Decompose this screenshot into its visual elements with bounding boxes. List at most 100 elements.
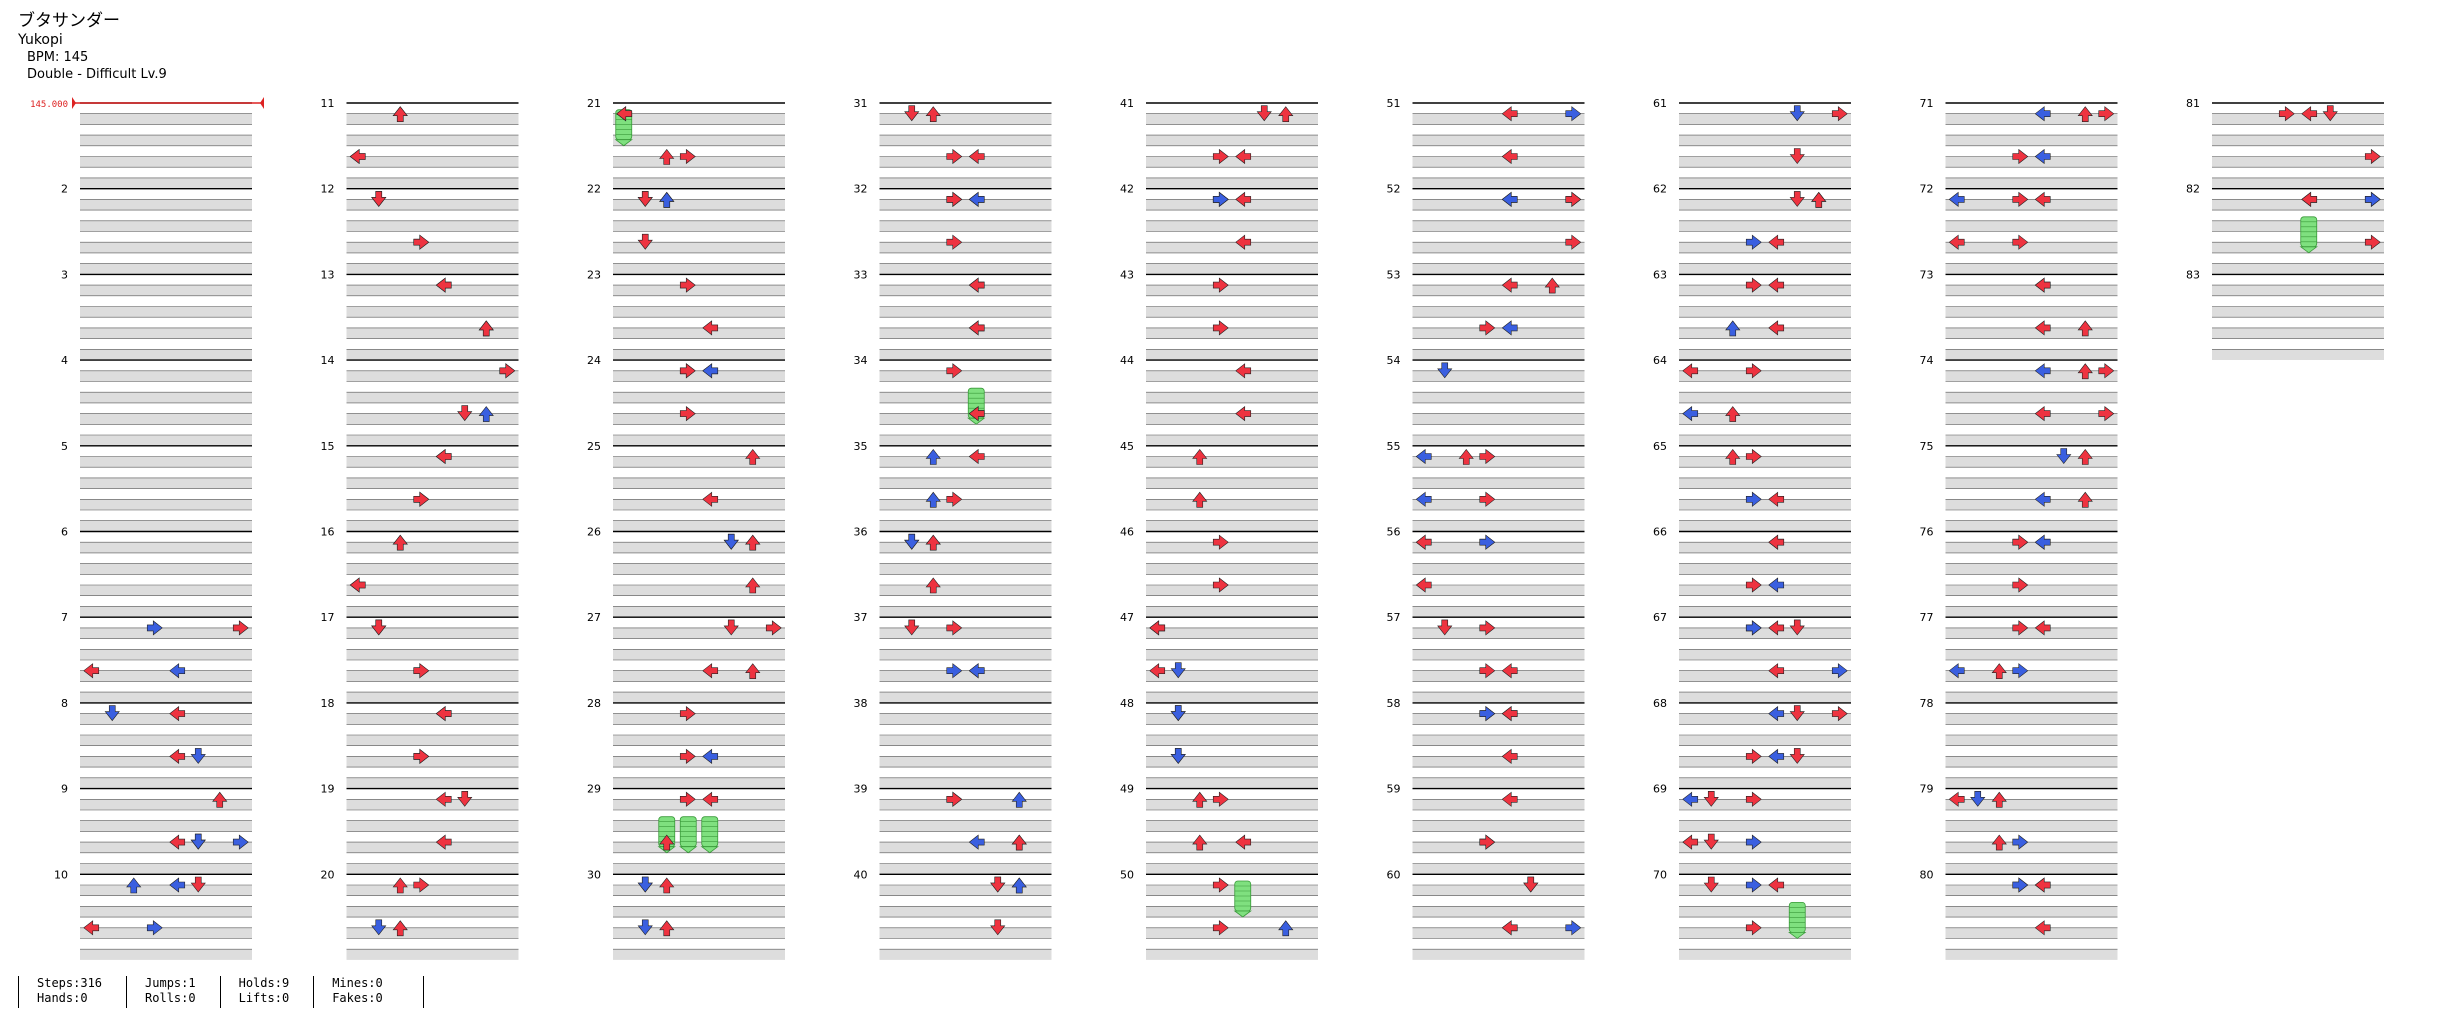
step-arrow: [83, 663, 100, 679]
arrow-icon: [1501, 106, 1518, 122]
step-arrow: [968, 834, 985, 850]
step-arrow: [1235, 148, 1252, 165]
beat-band: [346, 767, 519, 778]
step-arrow: [2077, 449, 2093, 465]
beat-band: [613, 756, 785, 768]
beat-band: [1146, 499, 1318, 510]
arrow-icon: [169, 877, 186, 893]
beat-band: [1679, 842, 1851, 853]
step-arrow: [1768, 320, 1785, 336]
arrow-icon: [435, 705, 452, 722]
step-arrow: [1192, 449, 1208, 465]
beat-band: [613, 574, 785, 585]
beat-band: [346, 435, 519, 446]
measure-54: [1412, 359, 1585, 446]
beat-band: [1412, 927, 1585, 939]
step-arrow: [1789, 748, 1805, 764]
step-arrow: [702, 491, 719, 507]
measure-label: 36: [854, 526, 868, 539]
step-arrow: [968, 320, 985, 336]
step-arrow: [1415, 491, 1432, 507]
beat-band: [613, 713, 785, 725]
beat-band: [346, 831, 519, 843]
arrow-icon: [1991, 663, 2007, 680]
step-arrow: [946, 191, 963, 208]
beat-band: [879, 906, 1052, 918]
step-arrow: [946, 491, 963, 507]
hold-tail: [700, 846, 719, 854]
beat-band: [80, 649, 252, 660]
beat-band: [1679, 488, 1851, 500]
beat-band: [346, 445, 519, 457]
beat-band: [613, 767, 785, 778]
beat-band: [1412, 713, 1585, 725]
beat-band: [613, 220, 785, 232]
arrow-icon: [83, 920, 100, 936]
beat-band: [1679, 810, 1851, 821]
step-arrow: [1501, 148, 1518, 165]
beat-band: [346, 188, 519, 200]
step-arrow: [1682, 791, 1699, 807]
arrow-icon: [968, 663, 985, 679]
step-arrow: [1415, 577, 1432, 593]
measure-label: 15: [321, 440, 335, 453]
arrow-icon: [1235, 834, 1252, 850]
arrow-icon: [2364, 234, 2381, 250]
beat-band: [1412, 103, 1585, 114]
measure-label: 67: [1653, 611, 1667, 624]
measure-65: [1679, 445, 1851, 532]
beat-band: [80, 177, 252, 189]
arrow-icon: [1745, 748, 1762, 765]
beat-band: [80, 285, 252, 296]
beat-band: [2212, 210, 2384, 221]
beat-band: [1679, 145, 1851, 157]
measure-label: 39: [854, 783, 868, 796]
measure-label: 11: [321, 97, 335, 110]
beat-band: [1146, 692, 1318, 703]
arrow-icon: [925, 106, 941, 122]
beat-band: [346, 852, 519, 864]
step-arrow: [1212, 534, 1229, 550]
beat-band: [1945, 574, 2118, 585]
arrow-icon: [1725, 449, 1741, 465]
measure-label: 59: [1387, 783, 1401, 796]
step-arrow: [2098, 363, 2115, 379]
step-arrow: [371, 919, 387, 936]
step-arrow: [1682, 363, 1699, 379]
measure-label: 79: [1920, 783, 1934, 796]
beat-band: [1146, 542, 1318, 553]
measure-label: 3: [61, 268, 68, 281]
arrow-icon: [190, 833, 206, 850]
beat-band: [1146, 424, 1318, 435]
beat-band: [1945, 842, 2118, 853]
beat-band: [1679, 724, 1851, 735]
measure-label: 14: [321, 354, 335, 367]
step-arrow: [349, 577, 366, 593]
arrow-icon: [1415, 491, 1432, 507]
beat-band: [1412, 938, 1585, 950]
step-arrow: [679, 277, 696, 293]
beat-band: [1146, 477, 1318, 489]
beat-band: [346, 627, 519, 639]
beat-band: [1679, 702, 1851, 714]
step-arrow: [1565, 191, 1582, 208]
beat-band: [80, 113, 252, 125]
arrow-icon: [637, 191, 653, 207]
beat-band: [1945, 520, 2118, 532]
beat-band: [1412, 563, 1585, 575]
measure-43: [1146, 273, 1318, 360]
step-arrow: [946, 791, 963, 807]
beat-band: [80, 435, 252, 446]
beat-band: [879, 863, 1052, 875]
beat-band: [613, 863, 785, 875]
beat-band: [346, 317, 519, 328]
beat-band: [1679, 413, 1851, 425]
beat-band: [1945, 402, 2118, 414]
beat-band: [1146, 520, 1318, 532]
stat-holds: Holds:9: [238, 976, 290, 990]
beat-band: [1679, 767, 1851, 778]
step-arrow: [1768, 663, 1785, 679]
step-arrow: [190, 876, 206, 893]
measure-67: [1679, 616, 1851, 703]
step-arrow: [1768, 234, 1785, 250]
